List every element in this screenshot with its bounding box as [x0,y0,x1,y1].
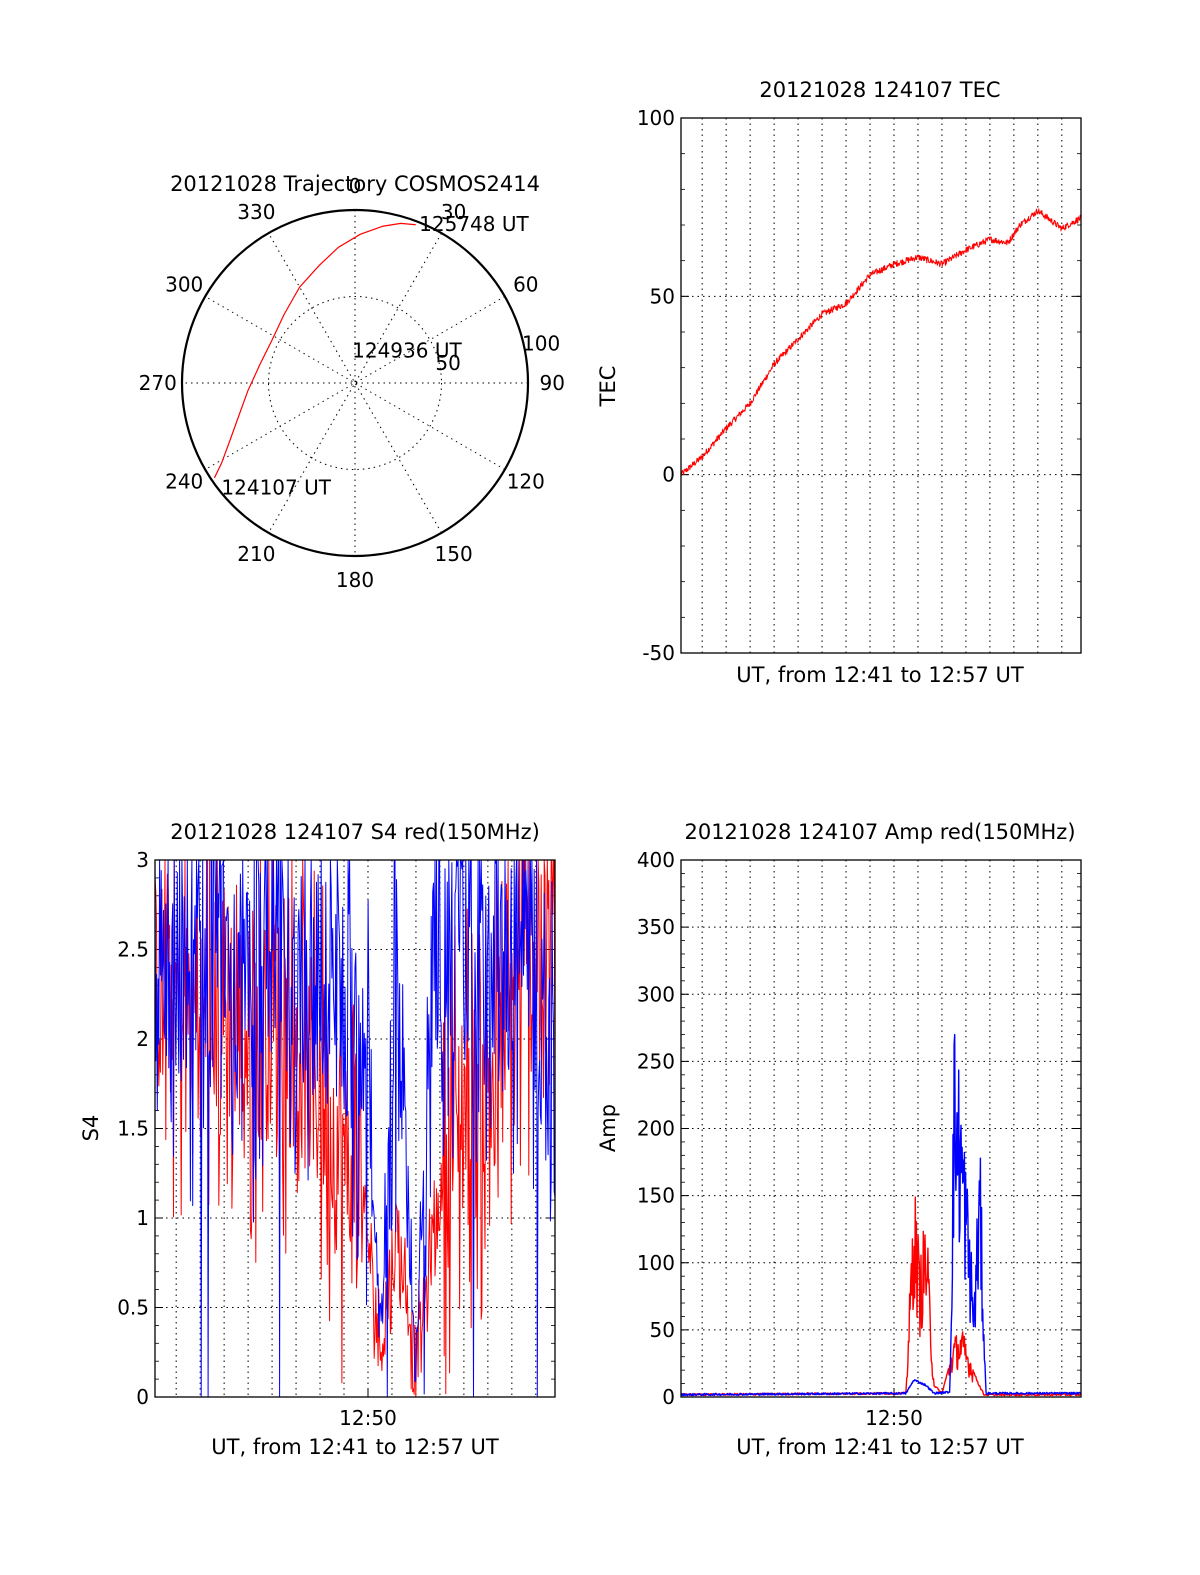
trajectory-series [213,222,416,479]
azimuth-tick-label: 270 [139,371,177,395]
y-tick-label: 0 [136,1385,149,1409]
polar-grid [180,208,530,558]
x-tick-label: 12:50 [865,1406,923,1430]
plot-frame [680,859,1082,1398]
trajectory-time-label: 124936 UT [352,338,462,362]
amp-xlabel: UT, from 12:41 to 12:57 UT [736,1435,1024,1459]
trajectory-line [213,222,416,479]
x-tick-label: 12:50 [339,1406,397,1430]
radial-tick-labels: 50 100 [435,331,560,375]
trajectory-time-label: 125748 UT [419,212,529,236]
azimuth-tick-label: 90 [539,371,564,395]
y-tick-label: 150 [637,1184,675,1208]
trajectory-title: 20121028 Trajectory COSMOS2414 [170,172,540,196]
trajectory-annotations: 125748 UT 124936 UT 124107 UT [221,212,529,499]
trajectory-time-label: 124107 UT [221,475,331,499]
y-tick-label: 2.5 [117,938,149,962]
azimuth-tick-label: 30 [441,200,466,224]
y-tick-label: 50 [650,284,675,308]
y-tick-label: 2 [136,1027,149,1051]
s4-ylabel: S4 [79,1115,103,1142]
amp-ylabel: Amp [596,1104,620,1152]
amp-chart: 20121028 124107 Amp red(150MHz) UT, from… [596,820,1082,1459]
azimuth-tick-label: 330 [237,200,275,224]
azimuth-tick-label: 240 [165,470,203,494]
plot-area: 0 0.5 1 1.5 2 2.5 3 12:50 [117,848,556,1430]
azimuth-tick-label: 180 [336,568,374,592]
azimuth-tick-labels: 0 30 60 90 120 150 180 210 240 270 300 330 [139,174,565,592]
s4-chart: 20121028 124107 S4 red(150MHz) UT, from … [79,820,556,1459]
azimuth-tick-label: 60 [513,272,538,296]
azimuth-tick-label: 300 [165,272,203,296]
tec-chart: 20121028 124107 TEC UT, from 12:41 to 12… [596,78,1082,687]
amp-title: 20121028 124107 Amp red(150MHz) [684,820,1075,844]
y-tick-label: 300 [637,982,675,1006]
y-tick-label: 350 [637,915,675,939]
series-line [680,208,1082,476]
plot-area: -50 0 50 100 [637,106,1082,665]
y-tick-label: 0 [662,463,675,487]
plot-area: 0 50 100 150 200 250 300 350 400 12:50 [637,848,1082,1430]
series-line [680,1033,1082,1397]
azimuth-tick-label: 150 [435,542,473,566]
radial-tick-label: 50 [435,351,460,375]
s4-title: 20121028 124107 S4 red(150MHz) [170,820,540,844]
azimuth-tick-label: 210 [237,542,275,566]
y-tick-label: 3 [136,848,149,872]
s4-xlabel: UT, from 12:41 to 12:57 UT [211,1435,499,1459]
radial-tick-label: 100 [522,331,560,355]
azimuth-tick-label: 120 [507,470,545,494]
tec-ylabel: TEC [596,366,620,408]
y-tick-label: 250 [637,1049,675,1073]
polar-outer-circle [180,208,530,558]
series-line [154,859,556,1398]
trajectory-polar-chart: 20121028 Trajectory COSMOS2414 0 30 60 90 12… [139,172,565,592]
y-tick-label: 200 [637,1117,675,1141]
y-tick-label: 1 [136,1206,149,1230]
y-tick-label: 0 [662,1385,675,1409]
tec-title: 20121028 124107 TEC [759,78,1000,102]
tec-xlabel: UT, from 12:41 to 12:57 UT [736,663,1024,687]
polar-ring [268,296,442,470]
polar-spoke [204,296,506,470]
azimuth-tick-label: 0 [349,174,362,198]
y-tick-label: -50 [642,641,675,665]
y-tick-label: 100 [637,1251,675,1275]
y-tick-label: 1.5 [117,1117,149,1141]
y-tick-label: 400 [637,848,675,872]
plot-frame [154,859,556,1398]
polar-spoke [204,296,506,470]
y-tick-label: 0.5 [117,1296,149,1320]
series-line [680,1196,1082,1397]
plot-frame [680,117,1082,654]
y-tick-label: 50 [650,1318,675,1342]
y-tick-label: 100 [637,106,675,130]
